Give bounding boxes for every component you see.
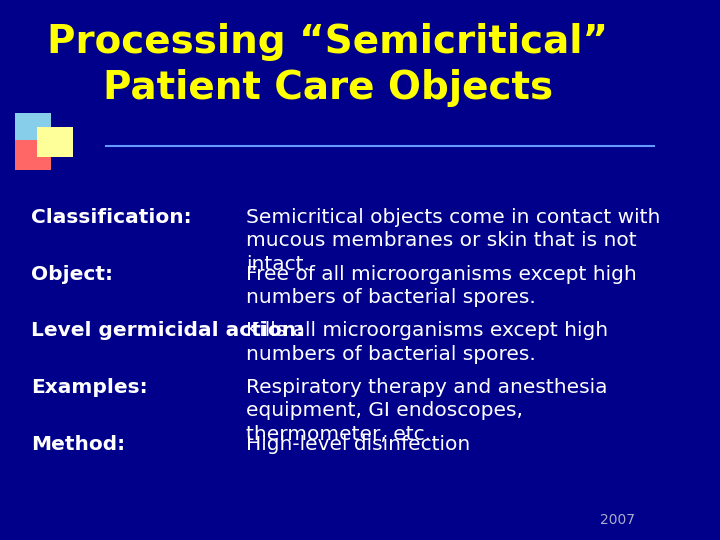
Text: Classification:: Classification:	[31, 208, 192, 227]
Text: Free of all microorganisms except high
numbers of bacterial spores.: Free of all microorganisms except high n…	[246, 265, 637, 307]
Text: 2007: 2007	[600, 512, 635, 526]
Text: Kills all microorganisms except high
numbers of bacterial spores.: Kills all microorganisms except high num…	[246, 321, 608, 364]
FancyBboxPatch shape	[14, 140, 50, 170]
Text: Respiratory therapy and anesthesia
equipment, GI endoscopes,
thermometer, etc.: Respiratory therapy and anesthesia equip…	[246, 378, 608, 444]
Text: Processing “Semicritical”
Patient Care Objects: Processing “Semicritical” Patient Care O…	[48, 23, 608, 106]
FancyBboxPatch shape	[37, 127, 73, 157]
Text: Method:: Method:	[31, 435, 125, 454]
Text: High-level disinfection: High-level disinfection	[246, 435, 471, 454]
Text: Level germicidal action:: Level germicidal action:	[31, 321, 304, 340]
Text: Examples:: Examples:	[31, 378, 148, 397]
Text: Object:: Object:	[31, 265, 113, 284]
Text: Semicritical objects come in contact with
mucous membranes or skin that is not
i: Semicritical objects come in contact wit…	[246, 208, 661, 274]
FancyBboxPatch shape	[14, 113, 50, 143]
